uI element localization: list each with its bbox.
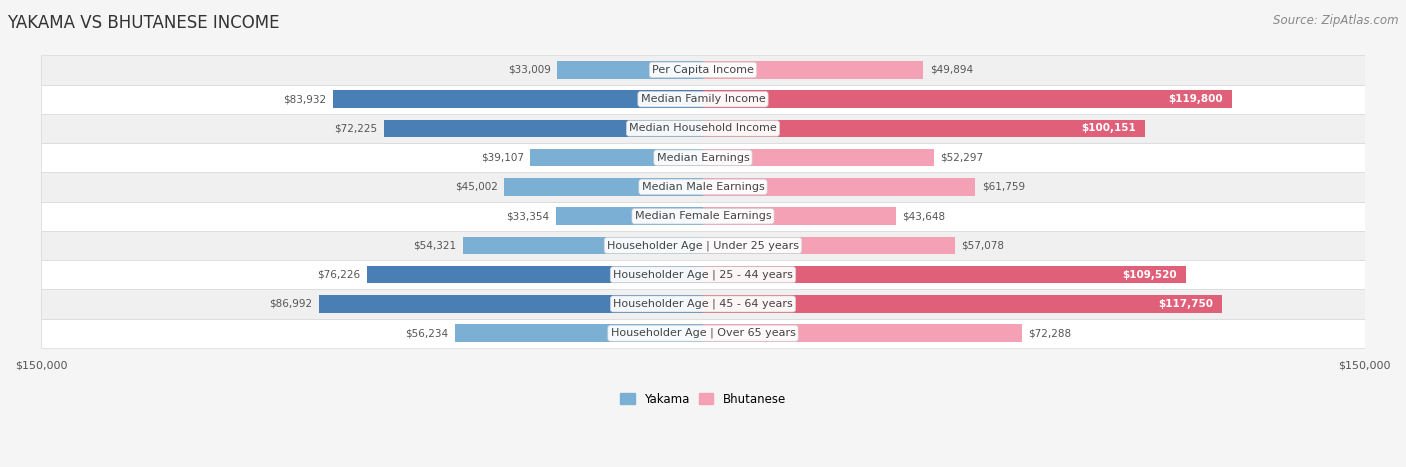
Text: $52,297: $52,297 — [941, 153, 983, 163]
Text: $86,992: $86,992 — [270, 299, 312, 309]
Bar — [41, 172, 1365, 202]
Bar — [557, 61, 703, 79]
Text: $72,288: $72,288 — [1029, 328, 1071, 338]
Bar — [555, 207, 703, 225]
Bar — [456, 325, 703, 342]
Text: $57,078: $57,078 — [962, 241, 1004, 250]
Bar — [319, 295, 703, 313]
Bar — [41, 55, 1365, 85]
Bar — [703, 149, 934, 166]
Text: $61,759: $61,759 — [981, 182, 1025, 192]
Text: Median Female Earnings: Median Female Earnings — [634, 211, 772, 221]
Text: $43,648: $43,648 — [903, 211, 945, 221]
Text: $100,151: $100,151 — [1081, 123, 1136, 134]
Bar — [703, 237, 955, 254]
Text: $39,107: $39,107 — [481, 153, 524, 163]
Bar — [41, 290, 1365, 318]
Text: Householder Age | 25 - 44 years: Householder Age | 25 - 44 years — [613, 269, 793, 280]
Text: Median Family Income: Median Family Income — [641, 94, 765, 104]
Bar — [703, 91, 1232, 108]
Bar — [703, 120, 1144, 137]
Text: $117,750: $117,750 — [1159, 299, 1213, 309]
Bar — [505, 178, 703, 196]
Text: $76,226: $76,226 — [316, 270, 360, 280]
Bar — [41, 85, 1365, 114]
Text: YAKAMA VS BHUTANESE INCOME: YAKAMA VS BHUTANESE INCOME — [7, 14, 280, 32]
Bar — [703, 178, 976, 196]
Text: Median Earnings: Median Earnings — [657, 153, 749, 163]
Bar — [367, 266, 703, 283]
Bar — [703, 266, 1187, 283]
Text: $109,520: $109,520 — [1123, 270, 1177, 280]
Bar — [333, 91, 703, 108]
Bar — [703, 325, 1022, 342]
Bar — [41, 260, 1365, 290]
Bar — [384, 120, 703, 137]
Text: $119,800: $119,800 — [1168, 94, 1223, 104]
Text: $33,354: $33,354 — [506, 211, 550, 221]
Text: Median Male Earnings: Median Male Earnings — [641, 182, 765, 192]
Text: Source: ZipAtlas.com: Source: ZipAtlas.com — [1274, 14, 1399, 27]
Bar — [41, 143, 1365, 172]
Text: $56,234: $56,234 — [405, 328, 449, 338]
Bar — [464, 237, 703, 254]
Bar — [41, 202, 1365, 231]
Text: Median Household Income: Median Household Income — [628, 123, 778, 134]
Bar — [703, 207, 896, 225]
Text: Householder Age | 45 - 64 years: Householder Age | 45 - 64 years — [613, 299, 793, 309]
Text: $45,002: $45,002 — [456, 182, 498, 192]
Text: Householder Age | Under 25 years: Householder Age | Under 25 years — [607, 240, 799, 251]
Bar — [41, 318, 1365, 348]
Bar — [703, 295, 1222, 313]
Text: $54,321: $54,321 — [413, 241, 457, 250]
Bar — [41, 114, 1365, 143]
Text: Per Capita Income: Per Capita Income — [652, 65, 754, 75]
Legend: Yakama, Bhutanese: Yakama, Bhutanese — [616, 388, 790, 410]
Text: $83,932: $83,932 — [283, 94, 326, 104]
Bar — [703, 61, 924, 79]
Text: $72,225: $72,225 — [335, 123, 378, 134]
Bar — [41, 231, 1365, 260]
Bar — [530, 149, 703, 166]
Text: $33,009: $33,009 — [508, 65, 551, 75]
Text: Householder Age | Over 65 years: Householder Age | Over 65 years — [610, 328, 796, 339]
Text: $49,894: $49,894 — [929, 65, 973, 75]
